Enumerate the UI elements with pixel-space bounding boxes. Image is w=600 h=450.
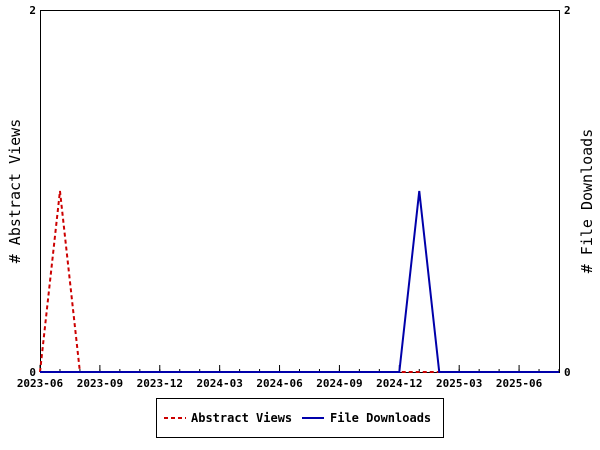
- legend-label-abstract-views: Abstract Views: [191, 411, 292, 425]
- legend-box: [156, 398, 444, 438]
- plot-frame: [40, 10, 560, 373]
- y-right-axis-title: # File Downloads: [578, 129, 596, 274]
- x-tick-label: 2023-09: [77, 377, 123, 390]
- legend: Abstract Views File Downloads: [156, 398, 444, 438]
- y-left-tick-min: 0: [29, 366, 36, 379]
- y-left-tick-max: 2: [29, 4, 36, 17]
- series-line-file-downloads: [40, 190, 559, 373]
- x-tick-label: 2024-12: [376, 377, 422, 390]
- x-tick-label: 2023-06: [17, 377, 64, 390]
- series-layer: [39, 190, 559, 373]
- x-axis: 2023-06 2023-09 2023-12 2024-03 2024-06 2024-…: [17, 365, 560, 390]
- x-tick-label: 2024-06: [256, 377, 303, 390]
- x-tick-label: 2024-09: [316, 377, 362, 390]
- legend-label-file-downloads: File Downloads: [330, 411, 431, 425]
- x-tick-label: 2025-03: [436, 377, 482, 390]
- y-right-tick-min: 0: [564, 366, 571, 379]
- x-tick-label: 2024-03: [196, 377, 242, 390]
- y-left-axis-title: # Abstract Views: [6, 119, 24, 264]
- x-tick-label: 2023-12: [137, 377, 183, 390]
- x-tick-label: 2025-06: [496, 377, 543, 390]
- y-right-tick-max: 2: [564, 4, 571, 17]
- series-line-abstract-views: [39, 190, 559, 373]
